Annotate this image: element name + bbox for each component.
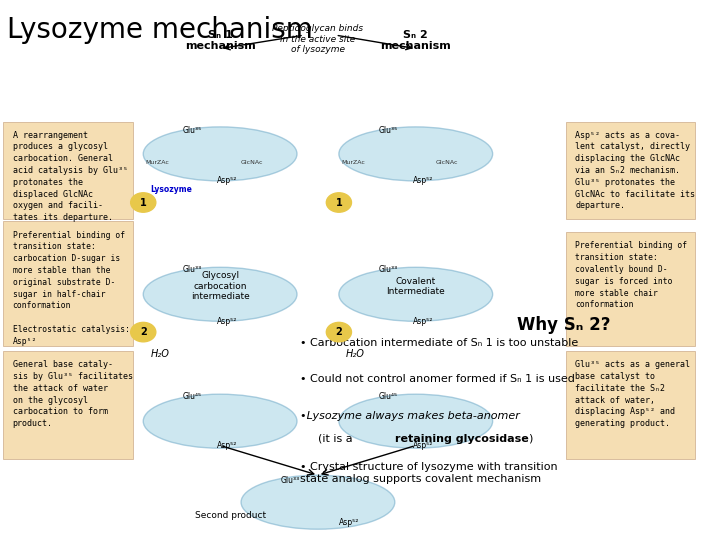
Text: Glu³³: Glu³³ bbox=[183, 266, 202, 274]
Text: Glu⁴⁵: Glu⁴⁵ bbox=[183, 393, 202, 401]
Text: Covalent
Intermediate: Covalent Intermediate bbox=[387, 276, 445, 296]
Text: • Carbocation intermediate of Sₙ 1 is too unstable: • Carbocation intermediate of Sₙ 1 is to… bbox=[300, 338, 579, 348]
Text: (it is a: (it is a bbox=[318, 434, 356, 444]
Text: 2: 2 bbox=[140, 327, 147, 337]
Text: Peptidoglycan binds
in the active site
of lysozyme: Peptidoglycan binds in the active site o… bbox=[272, 24, 364, 54]
Text: Why Sₙ 2?: Why Sₙ 2? bbox=[517, 316, 611, 334]
Text: 1: 1 bbox=[336, 198, 342, 207]
Ellipse shape bbox=[339, 267, 492, 321]
Text: Lysozyme: Lysozyme bbox=[150, 185, 192, 193]
Text: Asp⁵²: Asp⁵² bbox=[413, 177, 433, 185]
Ellipse shape bbox=[241, 475, 395, 529]
Circle shape bbox=[130, 193, 156, 212]
Text: Glycosyl
carbocation
intermediate: Glycosyl carbocation intermediate bbox=[191, 271, 250, 301]
Text: Glu³⁵ acts as a general
base catalyst to
facilitate the Sₙ2
attack of water,
dis: Glu³⁵ acts as a general base catalyst to… bbox=[575, 360, 690, 428]
Text: GlcNAc: GlcNAc bbox=[436, 159, 459, 165]
Ellipse shape bbox=[339, 394, 492, 448]
FancyBboxPatch shape bbox=[4, 122, 132, 219]
Text: General base cataly-
sis by Glu³⁵ facilitates
the attack of water
on the glycosy: General base cataly- sis by Glu³⁵ facili… bbox=[12, 360, 132, 428]
FancyBboxPatch shape bbox=[4, 221, 132, 346]
Text: Preferential binding of
transition state:
carbocation D-sugar is
more stable tha: Preferential binding of transition state… bbox=[12, 231, 130, 346]
Text: Asp⁵²: Asp⁵² bbox=[217, 177, 238, 185]
Text: Asp⁵²: Asp⁵² bbox=[413, 441, 433, 450]
Text: Asp⁵²: Asp⁵² bbox=[413, 317, 433, 326]
Text: ): ) bbox=[528, 434, 532, 444]
Text: Sₙ 1
mechanism: Sₙ 1 mechanism bbox=[185, 30, 256, 51]
Ellipse shape bbox=[339, 127, 492, 181]
Text: retaining glycosidase: retaining glycosidase bbox=[395, 434, 528, 444]
Ellipse shape bbox=[143, 394, 297, 448]
FancyBboxPatch shape bbox=[566, 232, 696, 346]
FancyBboxPatch shape bbox=[4, 351, 132, 459]
Text: H₂O: H₂O bbox=[150, 349, 169, 359]
Text: Glu⁴⁵: Glu⁴⁵ bbox=[378, 393, 397, 401]
Text: Preferential binding of
transition state:
covalently bound D-
sugar is forced in: Preferential binding of transition state… bbox=[575, 241, 687, 309]
Text: Asp⁵² acts as a cova-
lent catalyst, directly
displacing the GlcNAc
via an Sₙ2 m: Asp⁵² acts as a cova- lent catalyst, dir… bbox=[575, 131, 695, 211]
Text: Glu³⁵: Glu³⁵ bbox=[378, 126, 397, 135]
Text: MurZAc: MurZAc bbox=[341, 159, 365, 165]
Circle shape bbox=[326, 193, 351, 212]
Text: Lysozyme mechanism: Lysozyme mechanism bbox=[7, 16, 313, 44]
Text: Glu³³: Glu³³ bbox=[280, 476, 300, 485]
Text: Asp⁵²: Asp⁵² bbox=[217, 441, 238, 450]
FancyBboxPatch shape bbox=[566, 351, 696, 459]
Text: • Crystal structure of lysozyme with transition
state analog supports covalent m: • Crystal structure of lysozyme with tra… bbox=[300, 462, 558, 484]
Text: 1: 1 bbox=[140, 198, 147, 207]
Text: 2: 2 bbox=[336, 327, 342, 337]
Text: Asp⁵²: Asp⁵² bbox=[339, 518, 359, 527]
Text: H₂O: H₂O bbox=[346, 349, 365, 359]
Ellipse shape bbox=[143, 127, 297, 181]
Circle shape bbox=[130, 322, 156, 342]
FancyBboxPatch shape bbox=[566, 122, 696, 219]
Text: Second product: Second product bbox=[195, 511, 266, 520]
Ellipse shape bbox=[143, 267, 297, 321]
Text: MurZAc: MurZAc bbox=[145, 159, 169, 165]
Text: Asp⁵²: Asp⁵² bbox=[217, 317, 238, 326]
Text: GlcNAc: GlcNAc bbox=[240, 159, 263, 165]
Text: • Could not control anomer formed if Sₙ 1 is used: • Could not control anomer formed if Sₙ … bbox=[300, 374, 575, 384]
Circle shape bbox=[326, 322, 351, 342]
Text: A rearrangement
produces a glycosyl
carbocation. General
acid catalysis by Glu³⁵: A rearrangement produces a glycosyl carb… bbox=[12, 131, 127, 222]
Text: •Lysozyme always makes beta-anomer: •Lysozyme always makes beta-anomer bbox=[300, 411, 521, 421]
Text: Glu³⁵: Glu³⁵ bbox=[183, 126, 202, 135]
Text: Sₙ 2
mechanism: Sₙ 2 mechanism bbox=[380, 30, 451, 51]
Text: Glu³³: Glu³³ bbox=[378, 266, 397, 274]
